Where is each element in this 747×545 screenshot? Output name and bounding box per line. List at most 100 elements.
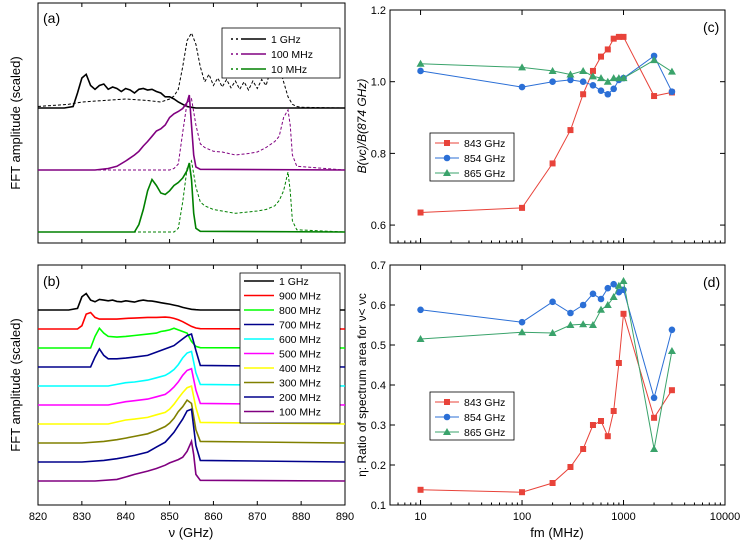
panel-c-label: (c) [703,19,719,35]
x-tick-label: 850 [160,511,178,523]
data-point-843-ghz [651,414,658,421]
data-point-854-ghz [597,87,605,94]
data-point-865-ghz [650,56,659,64]
data-point-854-ghz [567,309,574,317]
data-point-843-ghz [519,204,526,211]
data-point-843-ghz [589,67,596,74]
data-point-854-ghz [604,90,612,98]
series-line-300-mhz [38,398,346,444]
legend-marker-843-ghz [444,399,450,405]
panel-b-x-ticks: 820 830 840 850 860 870 880 890 [29,265,354,523]
data-point-865-ghz [597,305,606,313]
series-line-843-ghz [420,36,672,213]
legend-label-843-ghz: 843 GHz [464,397,505,409]
x-tick-label: 820 [29,511,47,523]
legend-label-400-mhz: 400 MHz [279,363,321,375]
y-tick-label: 1.2 [371,5,386,17]
data-point-854-ghz [668,326,676,334]
legend-label-900-mhz: 900 MHz [279,291,321,303]
data-point-854-ghz [579,301,587,309]
panel-b-y-axis-label: FFT amplitude (scaled) [8,318,23,451]
legend-label-865-ghz: 865 GHz [464,427,505,439]
legend-label-100-mhz: 100 MHz [279,407,321,419]
series-line-400-mhz [38,385,346,425]
panel-b-legend: 1 GHz 900 MHz 800 MHz 700 MHz 600 MHz 500 MHz… [244,276,321,419]
series-line-900-mhz [38,311,346,330]
panel-b-label: (b) [43,273,60,289]
data-point-865-ghz [619,74,628,82]
series-line-800-mhz [38,326,346,349]
y-tick-label: 0.8 [371,148,386,160]
series-line-500-mhz [38,367,346,406]
y-tick-label: 0.6 [371,220,386,232]
data-point-854-ghz [589,81,597,89]
series-line-100-mhz [38,438,346,482]
panel-a-x-ticks [37,3,346,243]
data-point-854-ghz [650,394,658,402]
data-point-865-ghz [548,329,557,336]
legend-label-200-mhz: 200 MHz [279,392,321,404]
x-tick-label: 890 [336,511,354,523]
panel-a-label: (a) [43,10,60,26]
y-tick-label: 0.3 [371,420,386,432]
data-point-843-ghz [651,93,658,100]
data-point-865-ghz [650,445,659,452]
legend-label-854-ghz: 854 GHz [464,412,505,424]
x-tick-label: 840 [117,511,135,523]
legend-label-800-mhz: 800 MHz [279,305,321,317]
data-point-843-ghz [417,486,424,493]
data-point-843-ghz [598,53,605,60]
data-point-854-ghz [417,67,424,75]
panel-a-legend: 1 GHz 100 MHz 10 MHz [228,34,313,76]
data-point-865-ghz [566,70,575,78]
x-tick-label: 1000 [611,511,635,523]
data-point-865-ghz [597,74,606,82]
x-tick-label: 870 [248,511,266,523]
data-point-843-ghz [620,310,627,317]
data-point-854-ghz [518,318,526,326]
data-point-865-ghz [416,59,425,67]
data-point-843-ghz [598,418,605,424]
data-point-865-ghz [579,320,588,328]
panel-b-x-axis-label: ν (GHz) [169,525,214,540]
data-point-865-ghz [518,328,527,336]
data-point-843-ghz [615,360,622,366]
panel-c-legend: 843 GHz 854 GHz 865 GHz [435,138,505,180]
panel-c-frame [389,9,726,244]
data-point-865-ghz [566,321,575,328]
data-point-843-ghz [620,33,627,40]
data-point-865-ghz [619,277,628,284]
data-point-865-ghz [609,74,618,82]
data-point-843-ghz [549,480,556,486]
data-point-854-ghz [668,88,676,96]
y-tick-label: 0.5 [371,340,386,352]
panel-a-y-axis-label: FFT amplitude (scaled) [8,56,23,189]
data-point-843-ghz [604,433,611,440]
data-point-865-ghz [614,281,623,289]
panel-a-frame [37,2,346,244]
y-tick-label: 0.1 [371,500,386,512]
data-point-854-ghz [567,76,574,84]
data-point-865-ghz [603,301,612,308]
data-point-865-ghz [667,347,676,354]
legend-label-854-ghz: 854 GHz [464,153,505,165]
series-line-200-mhz [38,408,346,463]
x-tick-label: 880 [292,511,310,523]
data-point-843-ghz [580,446,587,452]
y-tick-label: 0.7 [371,260,386,272]
data-point-865-ghz [609,293,618,300]
legend-label-865-ghz: 865 GHz [464,168,505,180]
panel-c-y-axis-label: B(νc)/B(874 GHz) [355,79,369,174]
data-point-865-ghz [588,321,597,328]
legend-marker-865-ghz [443,169,451,176]
panel-c-ticks: 0.6 0.8 1.0 1.2 [371,5,726,243]
x-tick-label: 860 [204,511,222,523]
data-point-843-ghz [580,91,587,98]
data-point-843-ghz [668,387,675,394]
data-point-865-ghz [579,66,588,74]
data-point-843-ghz [610,35,617,42]
data-point-854-ghz [650,52,658,60]
series-line-700-mhz [38,332,346,368]
data-point-865-ghz [667,67,676,75]
